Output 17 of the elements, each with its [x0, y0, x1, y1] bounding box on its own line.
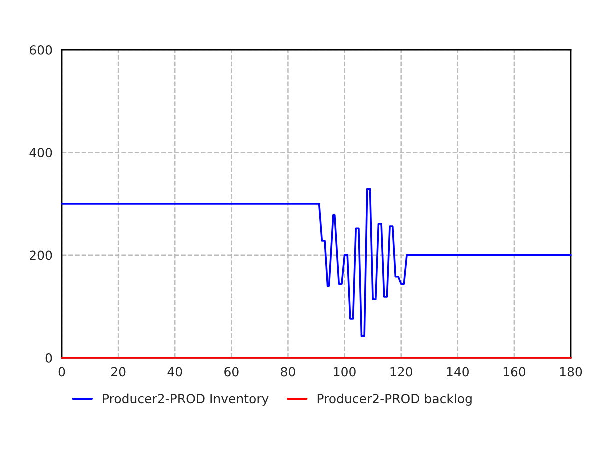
- y-tick-label: 200: [30, 250, 52, 260]
- line-series: [61, 188, 572, 338]
- x-tick-label: 80: [281, 367, 296, 377]
- y-tick-label: 0: [46, 353, 52, 363]
- legend-label: Producer2-PROD backlog: [318, 394, 472, 406]
- x-tick-label: 20: [112, 367, 126, 377]
- x-tick-label: 40: [168, 367, 182, 377]
- x-tick-label: 60: [224, 367, 239, 377]
- legend-label: Producer2-PROD Inventory: [103, 394, 269, 406]
- x-tick-label: 180: [560, 367, 582, 377]
- x-tick-label: 140: [447, 367, 469, 377]
- x-tick-label: 0: [58, 367, 66, 377]
- y-tick-label: 600: [30, 45, 52, 55]
- x-tick-label: 160: [504, 367, 526, 377]
- x-tick-label: 100: [334, 367, 356, 377]
- y-tick-label: 400: [30, 148, 52, 158]
- x-tick-label: 120: [390, 367, 412, 377]
